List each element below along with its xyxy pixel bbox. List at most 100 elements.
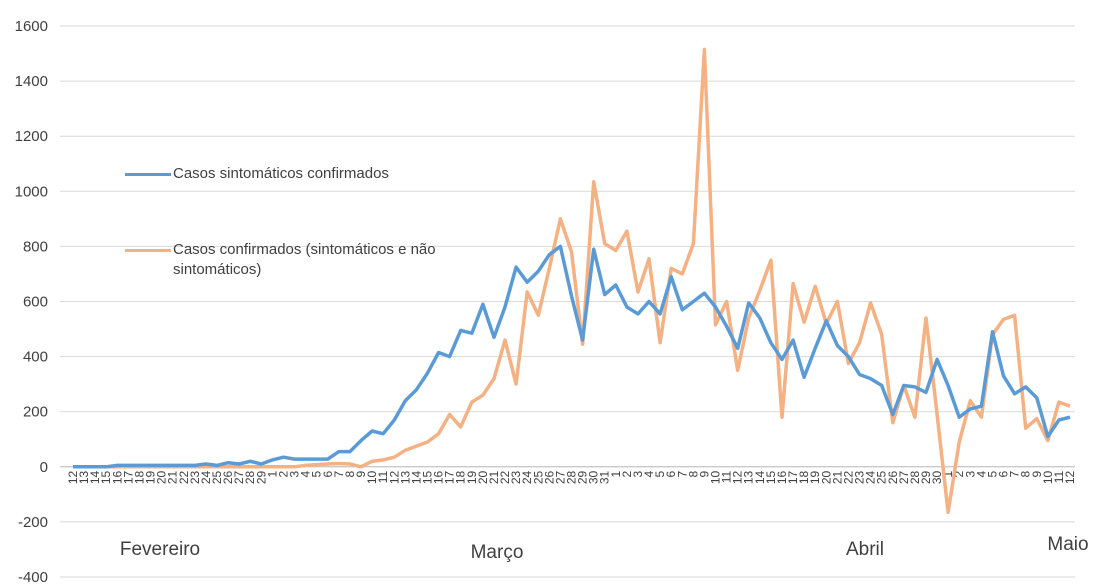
x-tick-label: 26 [542, 470, 556, 484]
x-tick-label: 4 [642, 470, 656, 477]
x-tick-label: 13 [77, 470, 91, 484]
x-tick-label: 21 [830, 470, 844, 484]
x-tick-label: 21 [166, 470, 180, 484]
month-label: Abril [846, 539, 884, 560]
x-tick-label: 30 [930, 470, 944, 484]
x-tick-label: 18 [797, 470, 811, 484]
x-tick-label: 13 [398, 470, 412, 484]
x-tick-label: 3 [288, 470, 302, 477]
x-tick-label: 14 [409, 470, 423, 484]
x-tick-label: 25 [875, 470, 889, 484]
x-tick-label: 26 [886, 470, 900, 484]
y-tick-label: 0 [40, 459, 48, 476]
y-tick-label: 1000 [15, 183, 48, 200]
series-line [73, 47, 1071, 515]
x-tick-label: 9 [1030, 470, 1044, 477]
x-tick-label: 8 [686, 470, 700, 477]
x-tick-label: 24 [199, 470, 213, 484]
x-tick-label: 27 [897, 470, 911, 484]
x-tick-label: 5 [985, 470, 999, 477]
y-tick-label: -400 [18, 569, 48, 585]
x-tick-label: 22 [841, 470, 855, 484]
y-tick-label: 600 [23, 294, 48, 311]
x-tick-label: 13 [742, 470, 756, 484]
x-tick-label: 27 [232, 470, 246, 484]
x-tick-label: 12 [66, 470, 80, 484]
x-tick-label: 15 [764, 470, 778, 484]
x-tick-label: 20 [476, 470, 490, 484]
y-tick-label: 1200 [15, 128, 48, 145]
x-tick-label: 20 [155, 470, 169, 484]
x-tick-label: 8 [343, 470, 357, 477]
x-tick-label: 1 [941, 470, 955, 477]
y-tick-label: 1600 [15, 18, 48, 35]
x-tick-label: 14 [753, 470, 767, 484]
x-tick-label: 5 [310, 470, 324, 477]
x-tick-label: 24 [520, 470, 534, 484]
x-tick-label: 2 [276, 470, 290, 477]
y-tick-label: 200 [23, 404, 48, 421]
x-tick-label: 12 [731, 470, 745, 484]
x-tick-label: 27 [553, 470, 567, 484]
x-tick-label: 29 [254, 470, 268, 484]
x-tick-label: 16 [432, 470, 446, 484]
x-tick-label: 29 [576, 470, 590, 484]
legend-swatch [125, 173, 171, 176]
x-tick-label: 11 [376, 470, 390, 483]
x-tick-label: 22 [498, 470, 512, 484]
x-tick-label: 7 [675, 470, 689, 477]
legend-label: Casos confirmados (sintomáticos e não si… [173, 241, 436, 278]
x-tick-label: 28 [243, 470, 257, 484]
x-tick-label: 17 [121, 470, 135, 484]
month-label: Março [471, 542, 524, 563]
x-tick-label: 19 [144, 470, 158, 484]
x-tick-label: 19 [808, 470, 822, 484]
legend-label: Casos sintomáticos confirmados [173, 165, 389, 182]
y-tick-label: -200 [18, 514, 48, 531]
x-tick-label: 2 [620, 470, 634, 477]
x-tick-label: 25 [210, 470, 224, 484]
month-label: Maio [1047, 534, 1088, 555]
x-tick-label: 7 [1008, 470, 1022, 477]
x-tick-label: 9 [697, 470, 711, 477]
y-tick-label: 400 [23, 349, 48, 366]
x-tick-label: 26 [221, 470, 235, 484]
x-tick-label: 10 [1041, 470, 1055, 484]
x-tick-label: 10 [365, 470, 379, 484]
x-tick-label: 18 [132, 470, 146, 484]
x-tick-label: 1 [265, 470, 279, 477]
x-tick-label: 29 [919, 470, 933, 484]
x-tick-label: 17 [786, 470, 800, 484]
legend-entry: Casos confirmados (sintomáticos e não si… [125, 240, 468, 280]
x-tick-label: 10 [709, 470, 723, 484]
x-tick-label: 28 [565, 470, 579, 484]
x-tick-label: 2 [952, 470, 966, 477]
x-tick-label: 6 [997, 470, 1011, 477]
x-tick-label: 25 [531, 470, 545, 484]
x-tick-label: 22 [177, 470, 191, 484]
y-tick-label: 1400 [15, 73, 48, 90]
x-tick-label: 5 [653, 470, 667, 477]
x-tick-label: 18 [454, 470, 468, 484]
x-tick-label: 15 [420, 470, 434, 484]
x-tick-label: 6 [321, 470, 335, 477]
x-tick-label: 11 [720, 470, 734, 483]
x-tick-label: 16 [775, 470, 789, 484]
x-tick-label: 31 [598, 470, 612, 484]
month-label: Fevereiro [120, 539, 200, 560]
x-tick-label: 12 [387, 470, 401, 484]
x-tick-label: 3 [963, 470, 977, 477]
x-tick-label: 23 [188, 470, 202, 484]
x-tick-label: 3 [631, 470, 645, 477]
x-tick-label: 1 [609, 470, 623, 477]
x-tick-label: 30 [587, 470, 601, 484]
x-tick-label: 15 [99, 470, 113, 484]
x-tick-label: 14 [88, 470, 102, 484]
x-tick-label: 28 [908, 470, 922, 484]
y-tick-label: 800 [23, 238, 48, 255]
x-tick-label: 9 [354, 470, 368, 477]
x-tick-label: 23 [509, 470, 523, 484]
x-tick-label: 4 [299, 470, 313, 477]
x-tick-label: 16 [110, 470, 124, 484]
